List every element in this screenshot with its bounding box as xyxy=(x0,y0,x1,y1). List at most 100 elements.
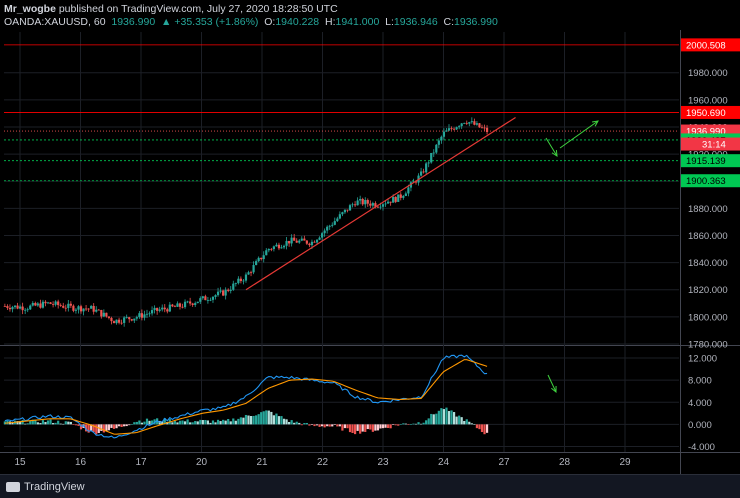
ohlc-legend: OANDA:XAUUSD, 60 1936.990 ▲ +35.353 (+1.… xyxy=(4,16,498,28)
candle-body xyxy=(39,303,42,308)
histogram-bar xyxy=(224,420,227,425)
candle-body xyxy=(341,212,344,215)
price-tick-label: 1840.000 xyxy=(688,258,728,269)
candle-body xyxy=(145,313,149,315)
tradingview-logo[interactable]: TradingView xyxy=(6,481,85,493)
change-arrow-icon: ▲ xyxy=(161,16,172,28)
indicator-tick-label: 8.000 xyxy=(688,376,712,387)
candle-body xyxy=(69,303,72,306)
histogram-bar xyxy=(260,412,263,425)
candle-body xyxy=(171,304,174,307)
candle-body xyxy=(458,126,461,128)
candle-body xyxy=(41,301,45,308)
candle-body xyxy=(460,123,463,127)
candle-body xyxy=(399,194,402,198)
price-chart[interactable]: 1780.000 1800.000 1820.000 1840.000 1860.000… xyxy=(0,0,740,474)
candle-body xyxy=(11,307,14,310)
histogram-bar xyxy=(483,424,486,435)
price-level-label: 2000.508 xyxy=(686,40,726,51)
candle-body xyxy=(6,306,9,308)
histogram-bar xyxy=(468,421,471,425)
candle-body xyxy=(92,305,95,312)
candle-body xyxy=(356,200,359,206)
histogram-bar xyxy=(161,421,164,425)
histogram-bar xyxy=(244,414,248,425)
histogram-bar xyxy=(148,420,151,425)
histogram-bar xyxy=(430,413,433,425)
indicator-tick-label: 4.000 xyxy=(688,398,712,409)
candle-body xyxy=(214,295,217,297)
candle-body xyxy=(176,303,179,307)
histogram-bar xyxy=(143,421,146,425)
candle-body xyxy=(135,317,138,319)
histogram-bar xyxy=(272,415,275,425)
candle-body xyxy=(166,309,169,312)
histogram-bar xyxy=(282,418,286,425)
last-price: 1936.990 xyxy=(111,16,156,28)
support-trendline xyxy=(245,116,516,291)
candle-body xyxy=(371,203,374,206)
candle-body xyxy=(326,226,329,231)
histogram-bar xyxy=(90,424,93,432)
histogram-bar xyxy=(371,424,374,432)
candle-body xyxy=(470,121,473,123)
histogram-bar xyxy=(425,420,428,425)
candle-body xyxy=(242,280,245,282)
candle-body xyxy=(87,308,90,310)
histogram-bar xyxy=(450,410,453,425)
histogram-bar xyxy=(331,424,334,427)
histogram-bar xyxy=(178,420,182,425)
price-tick-label: 1880.000 xyxy=(688,204,728,215)
candle-body xyxy=(361,198,364,205)
histogram-bar xyxy=(189,422,192,425)
candle-body xyxy=(46,302,50,304)
histogram-bar xyxy=(26,423,29,425)
candle-body xyxy=(463,122,466,124)
candle-body xyxy=(156,307,159,311)
histogram-bar xyxy=(196,421,199,425)
high-value: 1941.000 xyxy=(335,16,380,28)
candle-body xyxy=(369,203,372,206)
histogram-bar xyxy=(229,421,232,425)
candle-body xyxy=(21,306,24,311)
histogram-bar xyxy=(305,422,308,425)
candle-body xyxy=(67,303,70,309)
histogram-bar xyxy=(206,420,210,425)
candle-body xyxy=(425,163,428,173)
histogram-bar xyxy=(107,424,111,431)
candle-body xyxy=(447,128,451,131)
histogram-bar xyxy=(338,424,341,427)
histogram-bar xyxy=(321,424,324,427)
histogram-bar xyxy=(257,414,260,425)
histogram-bar xyxy=(34,419,37,425)
histogram-bar xyxy=(62,423,65,425)
author-name[interactable]: Mr_wogbe xyxy=(4,3,56,15)
histogram-bar xyxy=(222,419,225,425)
histogram-bar xyxy=(407,424,410,425)
histogram-bar xyxy=(239,417,242,425)
candle-body xyxy=(153,307,156,311)
histogram-bar xyxy=(414,423,418,425)
candle-body xyxy=(450,128,453,130)
histogram-bar xyxy=(24,423,27,425)
time-tick-label: 15 xyxy=(14,457,26,468)
time-tick-label: 27 xyxy=(498,457,510,468)
histogram-bar xyxy=(463,420,466,425)
candle-body xyxy=(26,309,29,311)
histogram-bar xyxy=(95,424,98,435)
histogram-bar xyxy=(417,422,420,425)
candle-body xyxy=(196,301,199,304)
candle-body xyxy=(366,200,369,204)
histogram-bar xyxy=(376,424,380,431)
histogram-bar xyxy=(366,424,369,430)
histogram-bar xyxy=(308,424,311,426)
time-tick-label: 23 xyxy=(377,457,389,468)
histogram-bar xyxy=(359,424,362,434)
candle-body xyxy=(90,305,93,309)
histogram-bar xyxy=(16,421,19,425)
histogram-bar xyxy=(452,412,456,425)
candle-body xyxy=(173,306,177,308)
candle-body xyxy=(82,308,85,312)
close-value: 1936.990 xyxy=(454,16,498,28)
candle-body xyxy=(384,203,387,205)
